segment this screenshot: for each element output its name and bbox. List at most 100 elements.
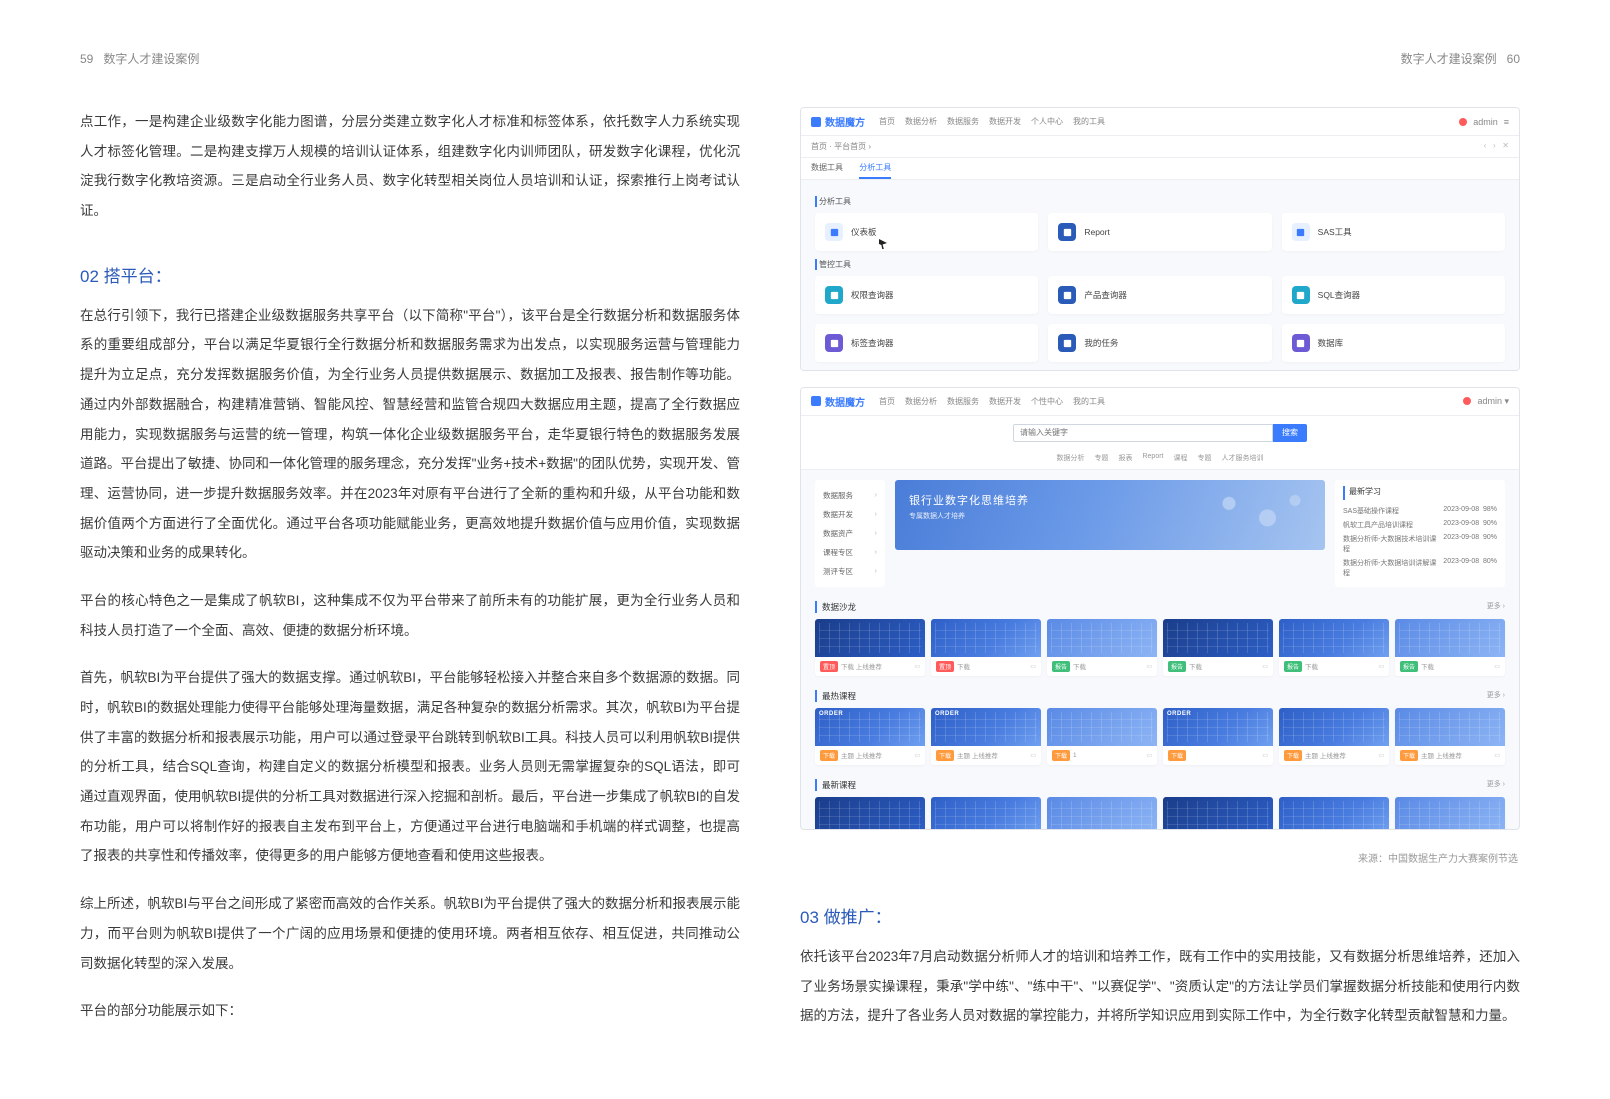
media-card[interactable]: 下载 主题 上线推荐 ▭ bbox=[1047, 797, 1157, 830]
card-tag: 报告 bbox=[1400, 661, 1418, 672]
card-meta: 下载 1 ▭ bbox=[1047, 746, 1157, 765]
tool-label: 我的任务 bbox=[1084, 337, 1118, 349]
tool-card[interactable]: SAS工具 bbox=[1282, 213, 1505, 251]
screenshot-caption: 来源：中国数据生产力大赛案例节选 bbox=[800, 850, 1518, 865]
media-card[interactable]: 下载 ▭ bbox=[1163, 708, 1273, 765]
card-thumb bbox=[1047, 708, 1157, 746]
news-row[interactable]: 数据分析师-大数据技术培训课程2023-09-08 90% bbox=[1343, 532, 1497, 556]
more-link[interactable]: 更多 › bbox=[1487, 690, 1505, 702]
filter-item[interactable]: 专题 bbox=[1094, 453, 1108, 463]
search-input[interactable] bbox=[1013, 424, 1273, 442]
card-tag: 下载 bbox=[1052, 750, 1070, 761]
media-card[interactable]: 下载 主题 ▭ bbox=[815, 797, 925, 830]
media-card[interactable]: 下载 主题 上线推荐 ▭ bbox=[1279, 797, 1389, 830]
news-row[interactable]: SAS基础操作课程2023-09-08 98% bbox=[1343, 504, 1497, 518]
card-thumb bbox=[815, 797, 925, 830]
shot2-logo: 数据魔方 bbox=[811, 394, 865, 409]
media-card[interactable]: 下载 主题 上线推荐 ▭ bbox=[931, 708, 1041, 765]
filter-item[interactable]: 专题 bbox=[1198, 453, 1212, 463]
page-number-right: 60 bbox=[1507, 52, 1520, 66]
shot1-tabs: 数据工具 分析工具 bbox=[801, 158, 1519, 180]
media-card[interactable]: 置顶 下载 ▭ bbox=[931, 619, 1041, 676]
media-card[interactable]: 置顶 下载 上线推荐 ▭ bbox=[815, 619, 925, 676]
search-button[interactable]: 搜索 bbox=[1273, 424, 1307, 442]
tool-card[interactable]: 标签查询器 bbox=[815, 324, 1038, 362]
filter-item[interactable]: 数据分析 bbox=[1056, 453, 1084, 463]
nav-item[interactable]: 数据开发 bbox=[989, 396, 1021, 407]
media-card[interactable]: 下载 主题 上线推荐 ▭ bbox=[931, 797, 1041, 830]
nav-item[interactable]: 数据开发 bbox=[989, 116, 1021, 127]
tab-data-tools[interactable]: 数据工具 bbox=[811, 162, 843, 177]
tool-card[interactable]: 我的任务 bbox=[1048, 324, 1271, 362]
card-tag: 下载 bbox=[1284, 750, 1302, 761]
notification-icon[interactable] bbox=[1463, 397, 1471, 405]
page-header-right: 数字人才建设案例 60 bbox=[800, 50, 1520, 67]
media-card[interactable]: 下载 主题 上线推荐 ▭ bbox=[1395, 797, 1505, 830]
filter-item[interactable]: 人才服务培训 bbox=[1222, 453, 1264, 463]
nav-item[interactable]: 我的工具 bbox=[1073, 396, 1105, 407]
media-card[interactable]: 报告 下载 ▭ bbox=[1047, 619, 1157, 676]
nav-item[interactable]: 数据服务 bbox=[947, 396, 979, 407]
filter-item[interactable]: 报表 bbox=[1118, 453, 1132, 463]
sidemenu-item[interactable]: 课程专区 bbox=[815, 543, 885, 562]
news-row[interactable]: 帆软工具产品培训课程2023-09-08 90% bbox=[1343, 518, 1497, 532]
media-card[interactable]: 下载 主题 上线推荐 ▭ bbox=[1395, 708, 1505, 765]
user-label[interactable]: admin ▾ bbox=[1477, 396, 1509, 407]
media-card[interactable]: 下载 主题 上线推荐 ▭ bbox=[815, 708, 925, 765]
tool-card[interactable]: 数据库 bbox=[1282, 324, 1505, 362]
card-stat: ▭ bbox=[1494, 663, 1500, 670]
tool-card[interactable]: Report bbox=[1048, 213, 1271, 251]
card-thumb bbox=[931, 708, 1041, 746]
notification-icon[interactable] bbox=[1459, 118, 1467, 126]
tool-card[interactable]: 仪表板 bbox=[815, 213, 1038, 251]
nav-item[interactable]: 数据分析 bbox=[905, 116, 937, 127]
filter-item[interactable]: Report bbox=[1142, 453, 1163, 463]
sidemenu-item[interactable]: 数据资产 bbox=[815, 524, 885, 543]
sidemenu-item[interactable]: 测评专区 bbox=[815, 562, 885, 581]
nav-item[interactable]: 个人中心 bbox=[1031, 116, 1063, 127]
shot1-grid1: 仪表板 Report SAS工具 bbox=[815, 213, 1505, 251]
filter-item[interactable]: 课程 bbox=[1174, 453, 1188, 463]
media-card[interactable]: 报告 下载 ▭ bbox=[1395, 619, 1505, 676]
section-header: 最热课程 bbox=[822, 690, 856, 702]
banner-subtitle: 专属数据人才培养 bbox=[909, 511, 1311, 521]
shot1-nav: 首页 数据分析 数据服务 数据开发 个人中心 我的工具 bbox=[879, 116, 1105, 127]
more-link[interactable]: 更多 › bbox=[1487, 601, 1505, 613]
tool-label: SAS工具 bbox=[1318, 226, 1352, 238]
nav-item[interactable]: 首页 bbox=[879, 396, 895, 407]
card-meta: 下载 主题 上线推荐 ▭ bbox=[815, 746, 925, 765]
tool-card[interactable]: 产品查询器 bbox=[1048, 276, 1271, 314]
tool-card[interactable]: SQL查询器 bbox=[1282, 276, 1505, 314]
card-stat: ▭ bbox=[1146, 663, 1152, 670]
nav-item[interactable]: 数据分析 bbox=[905, 396, 937, 407]
screenshot-tools: 数据魔方 首页 数据分析 数据服务 数据开发 个人中心 我的工具 admin ≡… bbox=[800, 107, 1520, 371]
media-card[interactable]: 下载 1 ▭ bbox=[1047, 708, 1157, 765]
sidemenu-item[interactable]: 数据开发 bbox=[815, 505, 885, 524]
shot2-section-hot: 最热课程 更多 › 下载 主题 上线推荐 ▭ 下载 主题 上线推荐 ▭ 下载 1… bbox=[801, 686, 1519, 775]
more-link[interactable]: 更多 › bbox=[1487, 779, 1505, 791]
media-card[interactable]: 下载 主题 上线推荐 ▭ bbox=[1163, 797, 1273, 830]
card-tag: 下载 bbox=[820, 750, 838, 761]
news-row[interactable]: 数据分析师-大数据培训讲解课程2023-09-08 80% bbox=[1343, 556, 1497, 580]
tab-analysis-tools[interactable]: 分析工具 bbox=[859, 162, 891, 179]
paragraph-02a: 在总行引领下，我行已搭建企业级数据服务共享平台（以下简称"平台"），该平台是全行… bbox=[80, 301, 740, 568]
card-stat: ▭ bbox=[1378, 663, 1384, 670]
card-text: 下载 bbox=[1073, 661, 1086, 671]
media-card[interactable]: 报告 下载 ▭ bbox=[1279, 619, 1389, 676]
nav-item[interactable]: 我的工具 bbox=[1073, 116, 1105, 127]
shot2-banner[interactable]: 银行业数字化思维培养 专属数据人才培养 bbox=[895, 480, 1325, 550]
user-label[interactable]: admin bbox=[1473, 117, 1498, 127]
media-card[interactable]: 报告 下载 ▭ bbox=[1163, 619, 1273, 676]
media-card[interactable]: 下载 主题 上线推荐 ▭ bbox=[1279, 708, 1389, 765]
card-stat: ▭ bbox=[1030, 752, 1036, 759]
card-tag: 报告 bbox=[1168, 661, 1186, 672]
tool-card[interactable]: 权限查询器 bbox=[815, 276, 1038, 314]
sidemenu-item[interactable]: 数据服务 bbox=[815, 486, 885, 505]
nav-item[interactable]: 个性中心 bbox=[1031, 396, 1063, 407]
menu-icon[interactable]: ≡ bbox=[1504, 117, 1509, 127]
nav-item[interactable]: 首页 bbox=[879, 116, 895, 127]
page-number-left: 59 bbox=[80, 52, 93, 66]
breadcrumb-text: 首页 · 平台首页 › bbox=[811, 141, 871, 152]
breadcrumb-actions[interactable]: ‹ › ✕ bbox=[1484, 141, 1509, 152]
nav-item[interactable]: 数据服务 bbox=[947, 116, 979, 127]
